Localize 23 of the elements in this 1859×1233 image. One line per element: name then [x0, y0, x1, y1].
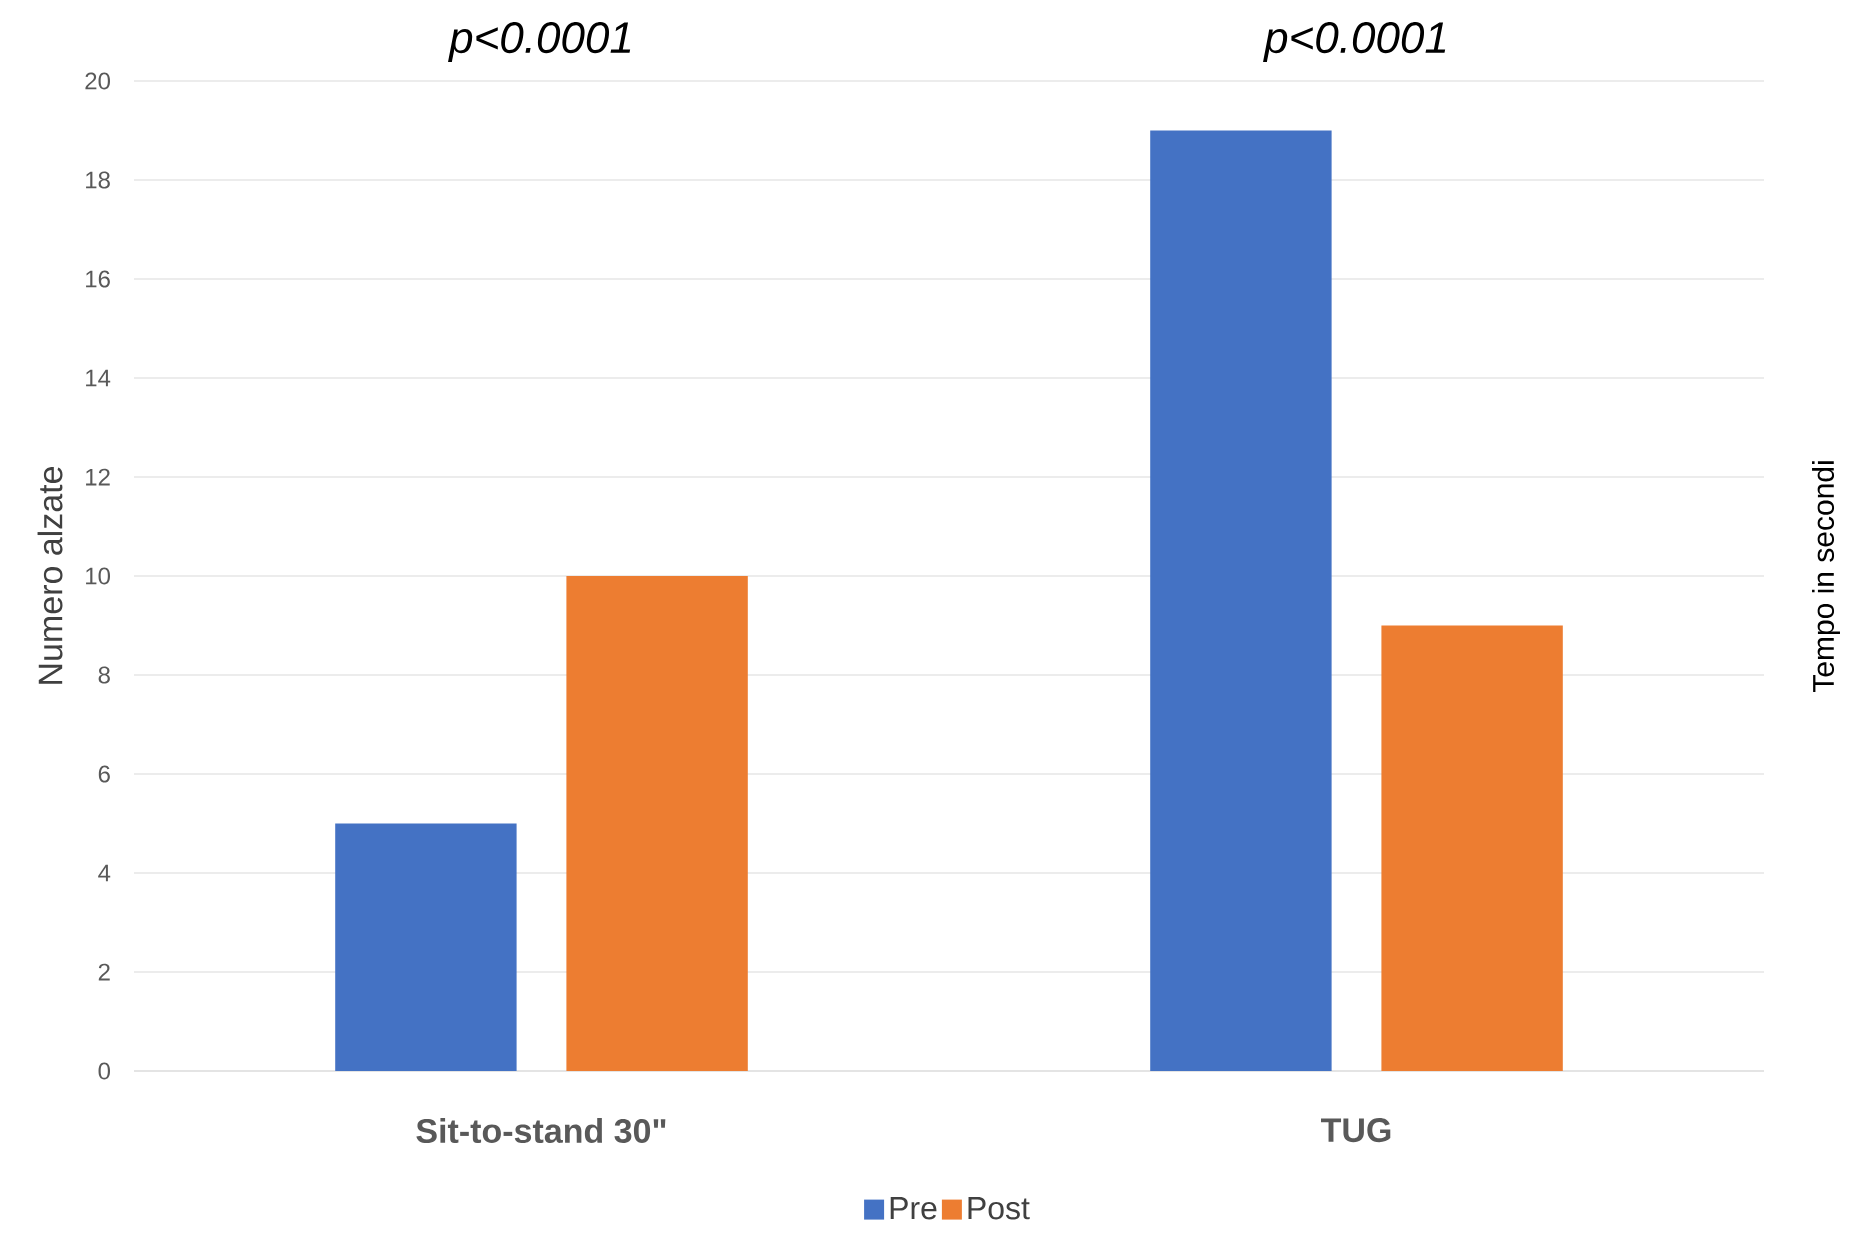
y-tick-label: 14	[86, 369, 111, 387]
y2-axis-title: Tempo in secondi	[1812, 461, 1840, 693]
bar	[1381, 625, 1563, 1071]
y-tick-label: 16	[86, 270, 110, 288]
y-tick-label: 2	[98, 963, 110, 981]
bar	[566, 576, 748, 1071]
y-tick-label: 20	[85, 72, 111, 90]
y-tick-label: 0	[98, 1062, 111, 1080]
bar	[1150, 130, 1332, 1071]
text: p<0.0001	[1263, 22, 1446, 62]
text: p<0.0001	[448, 22, 631, 62]
x-tick-label: TUG	[1321, 1118, 1391, 1143]
y-tick-label: 6	[98, 765, 110, 783]
legend-label: Pre	[890, 1197, 937, 1220]
legend-label: Post	[968, 1197, 1030, 1220]
x-tick-label: Sit-to-stand 30"	[416, 1118, 666, 1144]
y-tick-label: 10	[86, 567, 111, 585]
y-tick-label: 4	[98, 864, 111, 882]
y-tick-label: 8	[98, 666, 110, 684]
y-tick-label: 12	[86, 468, 110, 486]
y-axis-title: Numero alzate	[37, 467, 63, 684]
y-tick-label: 18	[86, 171, 110, 189]
bar	[335, 823, 517, 1071]
